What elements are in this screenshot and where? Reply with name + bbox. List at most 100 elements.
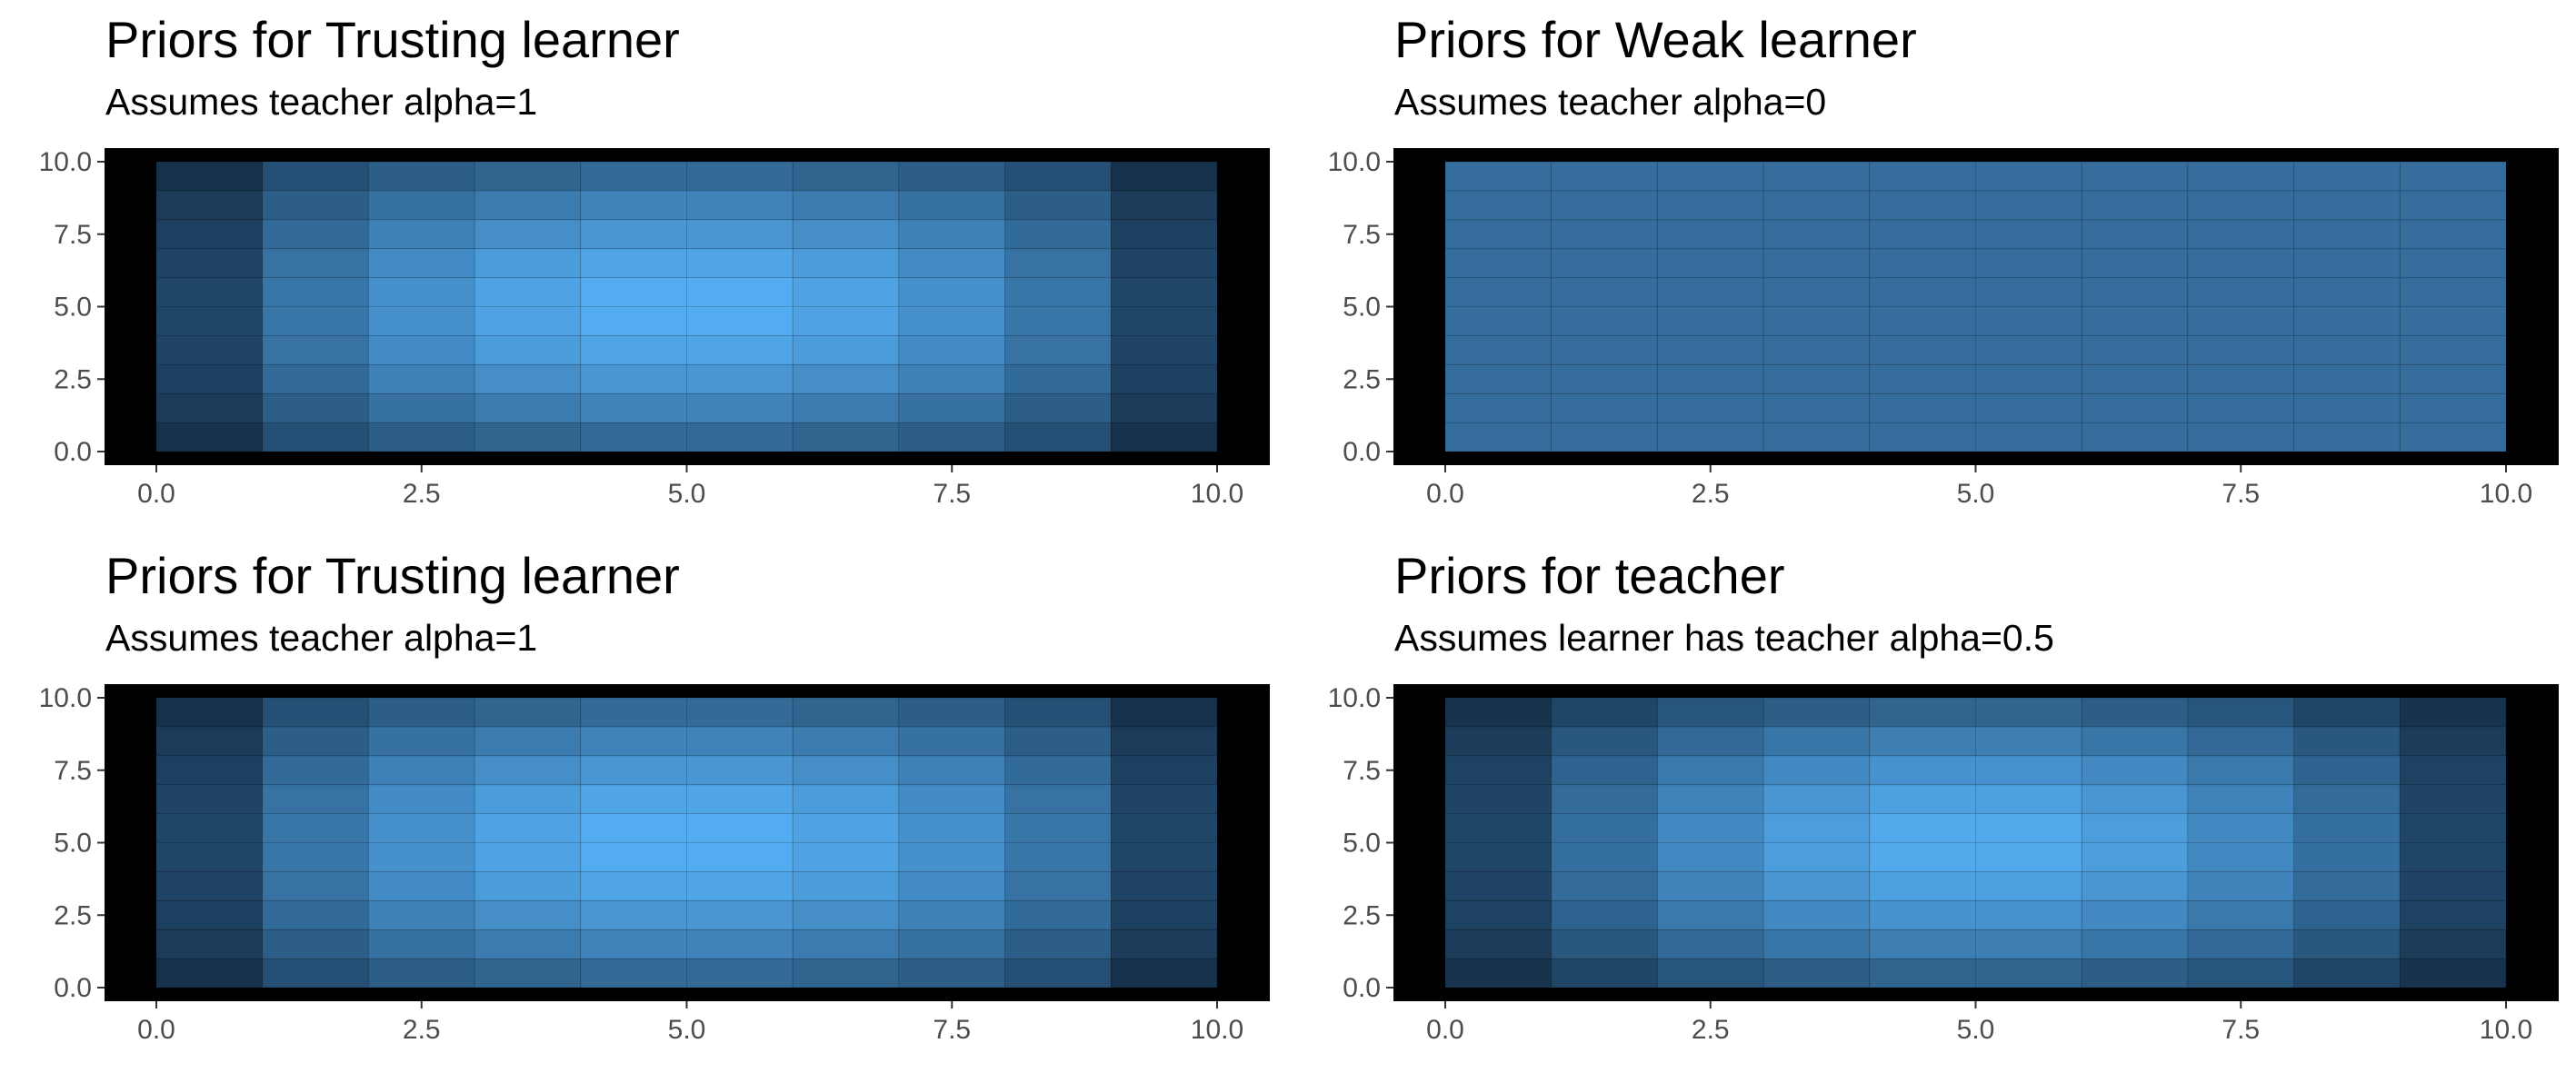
heatmap-cell <box>792 306 900 336</box>
heatmap-cell <box>1444 726 1553 757</box>
heatmap-cell <box>2187 813 2295 844</box>
heatmap-cell <box>474 726 582 757</box>
heatmap-cell <box>1444 219 1553 250</box>
heatmap-cell <box>1975 870 2082 901</box>
heatmap-cell <box>686 363 794 394</box>
heatmap-cell <box>1110 755 1218 786</box>
heatmap-cell <box>367 726 475 757</box>
heatmap-cell <box>1975 422 2082 452</box>
heatmap-cell <box>1110 219 1218 250</box>
heatmap-cell <box>1656 306 1764 336</box>
heatmap-cell <box>686 842 794 872</box>
heatmap-cell <box>1762 306 1871 336</box>
heatmap-cell <box>1975 842 2082 872</box>
heatmap-cell <box>792 219 900 250</box>
heatmap-cell <box>1110 929 1218 959</box>
x-tick-label: 10.0 <box>2480 479 2532 509</box>
heatmap-cell <box>2399 161 2507 192</box>
heatmap-cell <box>262 306 369 336</box>
heatmap-cell <box>1551 842 1658 872</box>
heatmap-cell <box>792 755 900 786</box>
heatmap-cell <box>2187 392 2295 423</box>
heatmap-cell <box>1656 784 1764 815</box>
heatmap-cell <box>580 161 687 192</box>
heatmap-cell <box>1762 929 1871 959</box>
heatmap-cell <box>155 422 264 452</box>
chart-subtitle: Assumes teacher alpha=1 <box>105 617 538 659</box>
heatmap-cell <box>580 277 687 308</box>
x-tick-label: 0.0 <box>1426 479 1464 509</box>
y-tick-label: 10.0 <box>1328 147 1381 177</box>
heatmap-cell <box>262 726 369 757</box>
heatmap-cell <box>792 813 900 844</box>
heatmap-cell <box>1551 248 1658 279</box>
y-tick-label: 5.0 <box>54 829 92 859</box>
heatmap-cell <box>2081 958 2189 989</box>
heatmap-cell <box>1869 422 1976 452</box>
x-tick-label: 0.0 <box>137 1015 175 1045</box>
heatmap-cell <box>1656 755 1764 786</box>
heatmap-cell <box>1975 929 2082 959</box>
heatmap-cell <box>474 306 582 336</box>
heatmap-cell <box>474 929 582 959</box>
heatmap-cell <box>2187 161 2295 192</box>
heatmap-cell <box>1004 219 1112 250</box>
heatmap-cell <box>580 392 687 423</box>
heatmap-cell <box>898 726 1006 757</box>
heatmap-cell <box>2293 363 2401 394</box>
heatmap-cell <box>792 422 900 452</box>
heatmap-cell <box>474 248 582 279</box>
y-tick-label: 10.0 <box>1328 683 1381 713</box>
heatmap-cell <box>2081 392 2189 423</box>
heatmap-cell <box>2187 697 2295 728</box>
y-tick-label: 5.0 <box>1343 829 1381 859</box>
heatmap-cell <box>1869 958 1976 989</box>
y-tick-label: 7.5 <box>54 220 92 250</box>
heatmap-cell <box>580 813 687 844</box>
x-tick-label: 2.5 <box>403 1015 441 1045</box>
heatmap-cell <box>1762 392 1871 423</box>
heatmap-cell <box>1975 161 2082 192</box>
heatmap-cell <box>2293 697 2401 728</box>
heatmap-cell <box>1004 870 1112 901</box>
heatmap-cell <box>1975 363 2082 394</box>
heatmap-cell <box>2081 726 2189 757</box>
heatmap-cell <box>1975 755 2082 786</box>
heatmap-cell <box>1551 392 1658 423</box>
heatmap-cell <box>2081 334 2189 365</box>
heatmap-cell <box>1869 219 1976 250</box>
heatmap-cell <box>2293 870 2401 901</box>
heatmap-cell <box>155 958 264 989</box>
heatmap-cell <box>792 784 900 815</box>
heatmap-cell <box>1551 363 1658 394</box>
x-tick-label: 0.0 <box>137 479 175 509</box>
heatmap-cell <box>2187 334 2295 365</box>
y-tick-label: 0.0 <box>1343 973 1381 1003</box>
heatmap-cell <box>1551 190 1658 221</box>
heatmap-cell <box>262 363 369 394</box>
y-tick-label: 0.0 <box>54 973 92 1003</box>
heatmap-cell <box>1110 899 1218 930</box>
heatmap-cell <box>898 161 1006 192</box>
heatmap-cell <box>898 784 1006 815</box>
heatmap-cell <box>580 190 687 221</box>
heatmap-cell <box>2187 363 2295 394</box>
heatmap-cell <box>2187 899 2295 930</box>
heatmap-cell <box>367 190 475 221</box>
heatmap-cell <box>1656 422 1764 452</box>
heatmap-cell <box>580 219 687 250</box>
heatmap-cell <box>898 899 1006 930</box>
heatmap-cell <box>898 306 1006 336</box>
heatmap-cell <box>2081 784 2189 815</box>
chart-title: Priors for Weak learner <box>1394 11 1917 68</box>
y-tick-label: 0.0 <box>1343 437 1381 467</box>
heatmap-cell <box>792 726 900 757</box>
heatmap-cell <box>1869 899 1976 930</box>
heatmap-plot: 0.0 2.5 5.0 7.5 10.0 0.0 2.5 5.0 7.5 10.0 <box>1328 147 2559 509</box>
heatmap-cell <box>262 784 369 815</box>
heatmap-cell <box>367 958 475 989</box>
heatmap-cell <box>1004 899 1112 930</box>
heatmap-cell <box>474 219 582 250</box>
heatmap-cell <box>1975 726 2082 757</box>
heatmap-cell <box>1110 190 1218 221</box>
